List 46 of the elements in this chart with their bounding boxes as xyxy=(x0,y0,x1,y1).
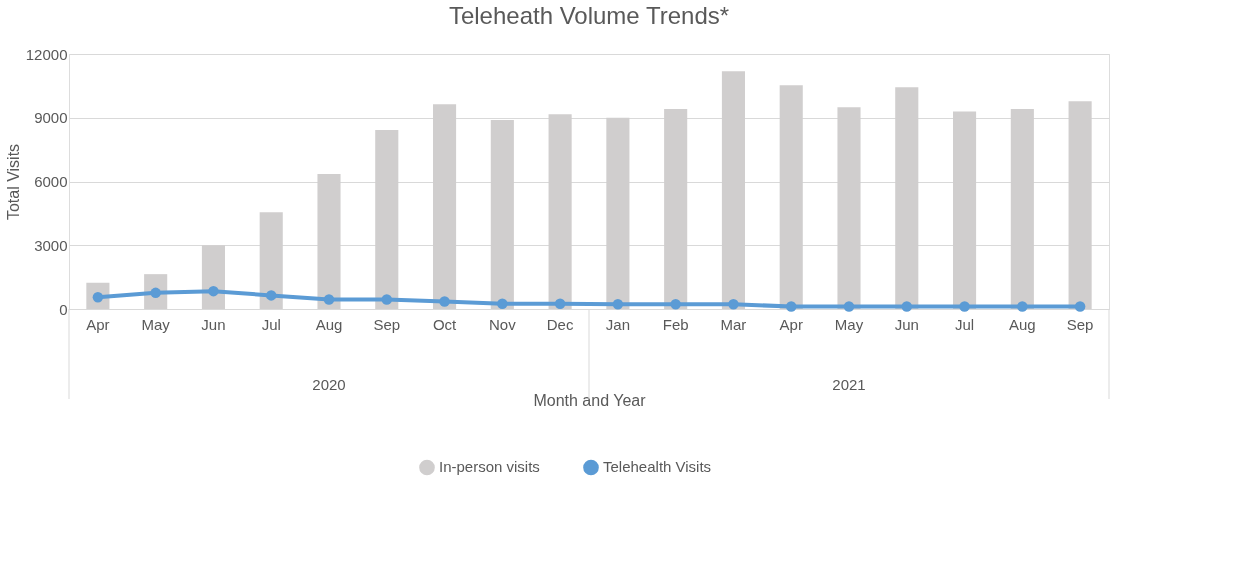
point xyxy=(208,285,219,297)
x-tick-label: Sep xyxy=(1066,315,1094,333)
x-tick-label: Nov xyxy=(488,315,517,333)
x-tick-label: Jun xyxy=(201,315,226,333)
legend-label: Telehealth Visits xyxy=(603,458,712,476)
point xyxy=(554,298,566,309)
point xyxy=(497,298,508,309)
point xyxy=(843,301,855,312)
point xyxy=(728,299,739,310)
point xyxy=(612,299,624,310)
point xyxy=(670,299,681,310)
chart-title: Teleheath Volume Trends* xyxy=(448,2,730,29)
point xyxy=(959,301,970,312)
x-tick-label: Dec xyxy=(546,315,574,333)
point xyxy=(265,290,277,301)
text: 2021 xyxy=(832,376,866,393)
y-axis-title: Total Visits xyxy=(4,143,22,221)
point xyxy=(1017,301,1028,312)
point xyxy=(785,301,797,312)
legend-label: In-person visits xyxy=(439,458,540,476)
point xyxy=(439,296,450,307)
y-tick-label: 9000 xyxy=(34,109,68,127)
x-tick-label: Jun xyxy=(894,315,919,333)
text: 2020 xyxy=(312,376,346,393)
x-tick-label: Aug xyxy=(315,315,343,333)
x-tick-label: Sep xyxy=(373,315,401,333)
x-tick-label: May xyxy=(141,315,171,333)
x-tick-label: May xyxy=(834,315,864,333)
x-tick-label: Feb xyxy=(662,315,689,333)
point xyxy=(1074,301,1086,312)
x-tick-label: Mar xyxy=(720,315,747,333)
point xyxy=(381,294,393,305)
x-tick-label: Apr xyxy=(779,315,803,333)
y-tick-label: 12000 xyxy=(25,45,68,63)
x-tick-label: Apr xyxy=(86,315,110,333)
y-tick-label: 3000 xyxy=(34,236,68,254)
x-tick-label: Jan xyxy=(605,315,630,333)
x-tick-label: Jul xyxy=(261,315,281,333)
x-tick-label: Jul xyxy=(954,315,975,333)
point xyxy=(323,294,335,305)
x-axis-title: Month and Year xyxy=(533,391,647,409)
x-tick-label: Oct xyxy=(432,315,458,333)
y-tick-label: 0 xyxy=(59,300,68,318)
y-tick-label: 6000 xyxy=(34,173,68,190)
point xyxy=(901,301,913,312)
x-tick-label: Aug xyxy=(1008,315,1036,333)
